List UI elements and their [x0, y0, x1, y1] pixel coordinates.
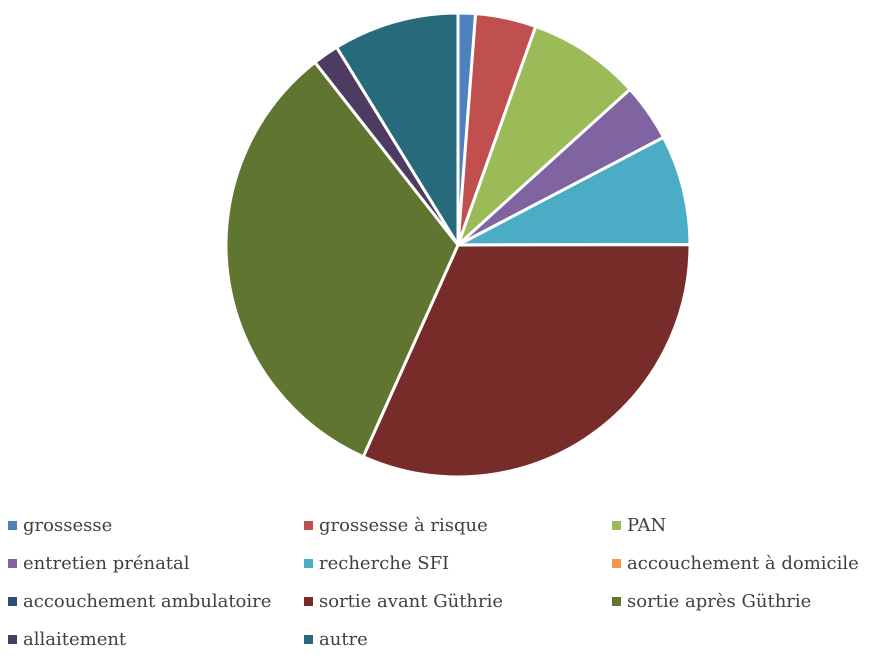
legend-swatch	[304, 558, 313, 568]
pie-chart	[224, 11, 692, 479]
legend-label: autre	[319, 628, 368, 650]
legend-label: recherche SFI	[319, 552, 450, 574]
legend-item-4: recherche SFI	[304, 552, 612, 574]
legend-item-6: accouchement ambulatoire	[8, 590, 304, 612]
legend-swatch	[612, 520, 621, 530]
legend-item-8: sortie après Güthrie	[612, 590, 892, 612]
legend-swatch	[304, 520, 313, 530]
legend-swatch	[612, 596, 621, 606]
legend-swatch	[8, 634, 17, 644]
pie-slice-4	[456, 135, 692, 247]
legend-item-9: allaitement	[8, 628, 304, 650]
legend-label: accouchement à domicile	[627, 552, 859, 574]
pie-slice-10	[335, 11, 460, 247]
legend-item-5: accouchement à domicile	[612, 552, 892, 574]
legend-label: entretien prénatal	[23, 552, 190, 574]
legend-swatch	[8, 558, 17, 568]
pie-slice-8	[224, 60, 460, 459]
legend-item-10: autre	[304, 628, 612, 650]
legend-label: accouchement ambulatoire	[23, 590, 272, 612]
legend-swatch	[304, 634, 313, 644]
legend-label: PAN	[627, 514, 667, 536]
pie-slice-7	[361, 243, 692, 479]
legend-swatch	[8, 596, 17, 606]
legend-label: sortie après Güthrie	[627, 590, 812, 612]
chart-legend: grossesse grossesse à risque PAN entretien …	[8, 514, 892, 650]
pie-slice-2	[456, 24, 632, 247]
legend-label: grossesse à risque	[319, 514, 488, 536]
legend-item-1: grossesse à risque	[304, 514, 612, 536]
legend-label: grossesse	[23, 514, 113, 536]
legend-item-3: entretien prénatal	[8, 552, 304, 574]
legend-swatch	[8, 520, 17, 530]
legend-item-2: PAN	[612, 514, 892, 536]
legend-item-0: grossesse	[8, 514, 304, 536]
legend-label: sortie avant Güthrie	[319, 590, 504, 612]
legend-swatch	[304, 596, 313, 606]
legend-label: allaitement	[23, 628, 127, 650]
legend-item-7: sortie avant Güthrie	[304, 590, 612, 612]
legend-swatch	[612, 558, 621, 568]
